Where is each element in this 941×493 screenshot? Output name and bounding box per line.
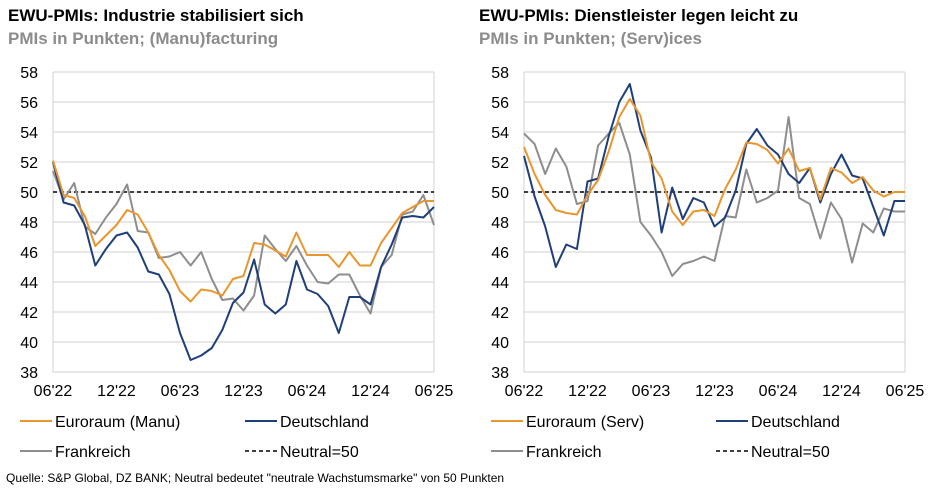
chart-panel-manufacturing: EWU-PMIs: Industrie stabilisiert sich PM…: [0, 0, 470, 470]
y-tick-label: 42: [491, 305, 509, 322]
chart-title: EWU-PMIs: Dienstleister legen leicht zu: [479, 6, 799, 25]
x-tick-label: 06'24: [288, 383, 327, 400]
series-line-fr: [523, 116, 905, 277]
series-line-de: [52, 161, 435, 361]
x-tick-label: 12'24: [351, 383, 390, 400]
x-tick-label: 06'25: [415, 383, 454, 400]
series-line-euro: [52, 160, 434, 303]
x-tick-label: 12'24: [822, 383, 861, 400]
x-tick-label: 06'23: [161, 383, 200, 400]
y-tick-label: 38: [491, 365, 509, 382]
chart-subtitle: PMIs in Punkten; (Serv)ices: [479, 29, 702, 48]
x-tick-label: 12'22: [97, 383, 136, 400]
x-tick-label: 12'23: [224, 383, 263, 400]
y-tick-label: 54: [20, 125, 38, 142]
y-tick-label: 48: [491, 215, 509, 232]
x-tick-label: 12'23: [695, 383, 734, 400]
chart-services: 38 40 42 44 46 48 50 52 54 56 58 06'22 12'22 06'23 12'…: [491, 65, 925, 461]
y-tick-label: 58: [491, 65, 509, 82]
x-tick-label: 06'22: [34, 383, 73, 400]
y-tick-label: 46: [20, 245, 38, 262]
source-note: Quelle: S&P Global, DZ BANK; Neutral bed…: [6, 471, 505, 485]
legend-label-de: Deutschland: [280, 414, 369, 431]
y-tick-label: 46: [491, 245, 509, 262]
y-tick-label: 42: [20, 305, 38, 322]
y-tick-label: 56: [20, 95, 38, 112]
y-tick-label: 40: [20, 335, 38, 352]
series-line-euro: [523, 98, 905, 226]
series-line-fr: [52, 170, 435, 315]
chart-subtitle: PMIs in Punkten; (Manu)facturing: [8, 29, 279, 48]
legend-label-de: Deutschland: [751, 414, 840, 431]
chart-manufacturing: 38 40 42 44 46 48 50 52 54 56 58 06'22 12'22 06'23 12'…: [20, 65, 454, 461]
y-tick-label: 38: [20, 365, 38, 382]
y-tick-label: 52: [20, 155, 38, 172]
legend-label-neutral: Neutral=50: [751, 444, 830, 461]
legend-label-fr: Frankreich: [526, 444, 602, 461]
series-line-de: [523, 83, 905, 268]
y-tick-label: 48: [20, 215, 38, 232]
x-tick-label: 06'22: [505, 383, 544, 400]
x-tick-label: 12'22: [568, 383, 607, 400]
y-tick-label: 58: [20, 65, 38, 82]
y-tick-label: 44: [20, 275, 38, 292]
y-tick-label: 44: [491, 275, 509, 292]
y-tick-label: 54: [491, 125, 509, 142]
y-tick-label: 50: [20, 185, 38, 202]
y-tick-label: 52: [491, 155, 509, 172]
chart-panel-services: EWU-PMIs: Dienstleister legen leicht zu …: [471, 0, 941, 470]
y-tick-label: 56: [491, 95, 509, 112]
x-tick-label: 06'25: [886, 383, 925, 400]
chart-title: EWU-PMIs: Industrie stabilisiert sich: [8, 6, 304, 25]
y-tick-label: 40: [491, 335, 509, 352]
x-tick-label: 06'24: [759, 383, 798, 400]
legend-label-neutral: Neutral=50: [280, 444, 359, 461]
legend-label-euro: Euroraum (Manu): [55, 414, 180, 431]
legend-label-fr: Frankreich: [55, 444, 131, 461]
y-tick-label: 50: [491, 185, 509, 202]
legend-label-euro: Euroraum (Serv): [526, 414, 644, 431]
x-tick-label: 06'23: [632, 383, 671, 400]
